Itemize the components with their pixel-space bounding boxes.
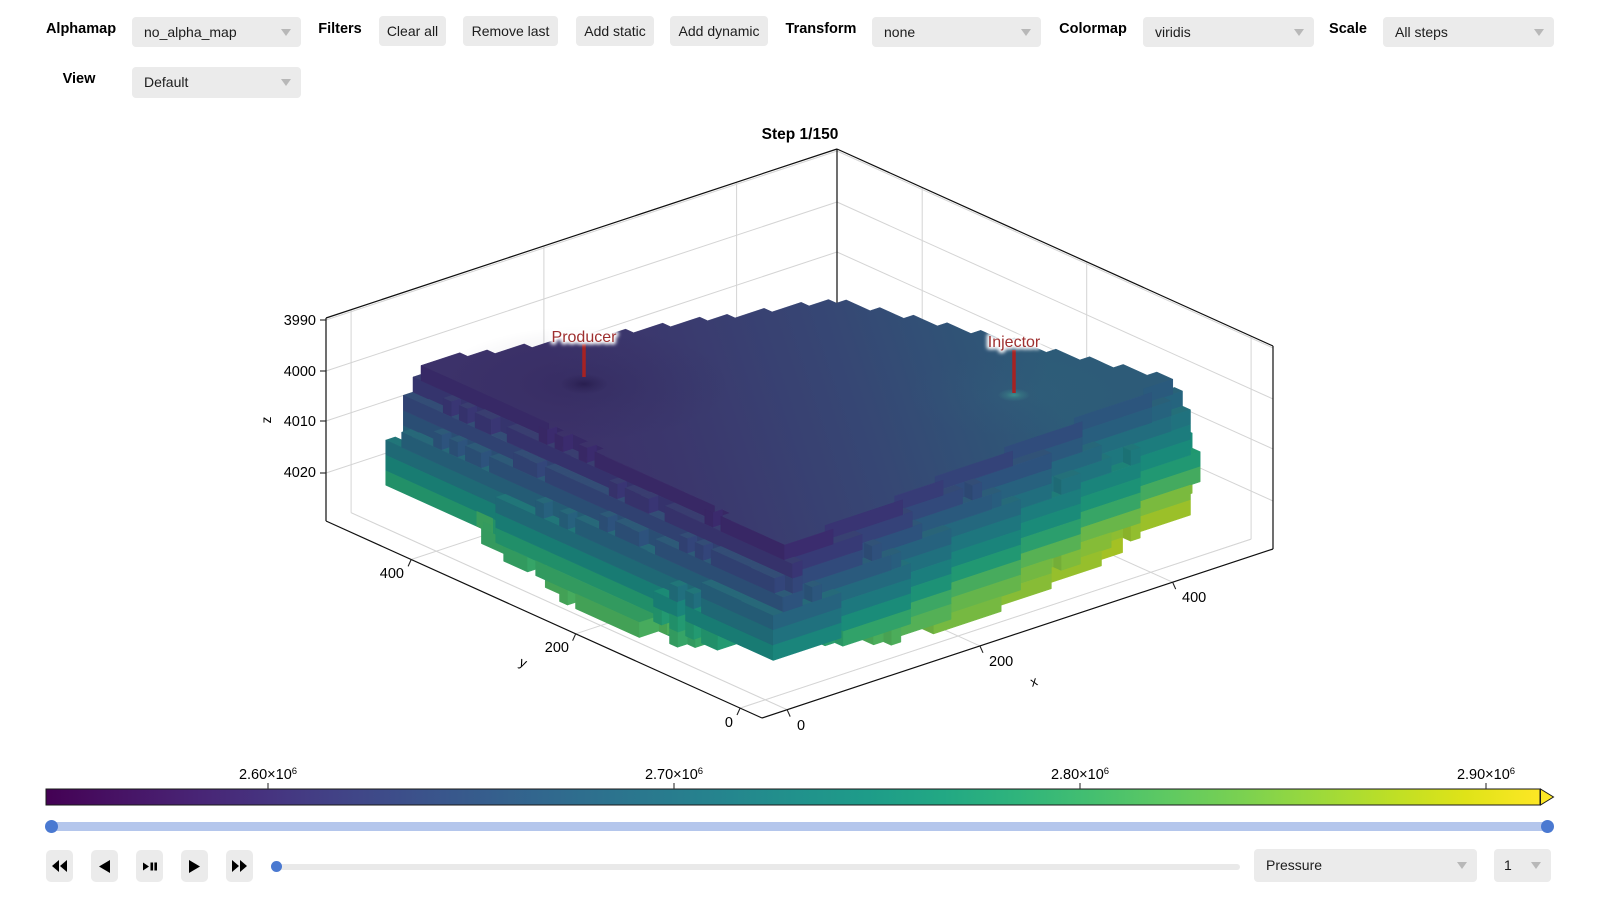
svg-text:y: y	[517, 654, 529, 671]
svg-text:2.80×106: 2.80×106	[1051, 766, 1109, 783]
svg-text:Injector: Injector	[988, 334, 1041, 351]
svg-text:Step 1/150: Step 1/150	[762, 126, 839, 143]
svg-text:Producer: Producer	[552, 329, 618, 346]
svg-text:0: 0	[797, 718, 805, 734]
svg-text:Injector: Injector	[988, 334, 1041, 351]
svg-text:200: 200	[545, 640, 569, 656]
svg-text:x: x	[1028, 673, 1039, 689]
svg-text:3990: 3990	[284, 313, 316, 329]
svg-text:z: z	[259, 416, 274, 423]
svg-text:400: 400	[380, 566, 404, 582]
svg-text:2.60×106: 2.60×106	[239, 766, 297, 783]
svg-text:4010: 4010	[284, 414, 316, 430]
svg-text:Producer: Producer	[552, 329, 618, 346]
svg-text:0: 0	[725, 715, 733, 731]
svg-text:4020: 4020	[284, 465, 316, 481]
svg-text:4000: 4000	[284, 364, 316, 380]
svg-text:2.90×106: 2.90×106	[1457, 766, 1515, 783]
svg-text:2.70×106: 2.70×106	[645, 766, 703, 783]
svg-text:400: 400	[1182, 590, 1206, 606]
svg-text:200: 200	[989, 654, 1013, 670]
